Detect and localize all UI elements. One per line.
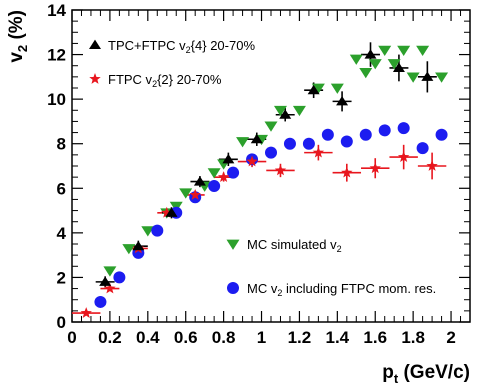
tpc-ftpc-v24-point <box>307 84 320 95</box>
mc-simulated-point <box>141 226 155 237</box>
ftpc-v22-point <box>426 160 438 171</box>
y-tick-label: 2 <box>57 268 66 287</box>
mc-simulated-point <box>122 244 136 255</box>
tpc-ftpc-v24-point <box>364 49 377 59</box>
legend-label-tpc-ftpc: TPC+FTPC v2{4} 20-70% <box>108 38 255 55</box>
mc-ftpc-res-point <box>435 128 448 141</box>
mc-simulated-point <box>236 137 250 148</box>
x-tick-label: 0.6 <box>174 328 198 347</box>
legend-marker-mc-ftpc-res <box>227 282 239 294</box>
tpc-ftpc-v24-point <box>392 62 405 72</box>
mc-simulated-point <box>179 188 193 199</box>
y-tick-label: 8 <box>57 135 66 154</box>
mc-ftpc-res-point <box>208 180 221 193</box>
y-tick-label: 14 <box>47 1 66 20</box>
mc-ftpc-res-point <box>302 137 315 150</box>
x-tick-label: 2 <box>446 328 455 347</box>
tpc-ftpc-v24-point <box>336 95 349 106</box>
mc-ftpc-res-point <box>340 135 353 148</box>
mc-ftpc-res-point <box>151 224 164 237</box>
mc-ftpc-res-point <box>227 166 240 179</box>
ftpc-v22-point <box>161 206 173 218</box>
legend-marker-ftpc <box>89 73 101 84</box>
y-axis-title: v2 (%) <box>6 10 30 63</box>
y-tick-label: 6 <box>57 179 66 198</box>
x-tick-label: 1.2 <box>288 328 312 347</box>
x-tick-label: 0 <box>67 328 76 347</box>
mc-simulated-point <box>349 54 363 65</box>
ftpc-v22-point <box>217 171 230 182</box>
mc-simulated-point <box>311 83 325 94</box>
mc-ftpc-res-point <box>321 128 334 141</box>
mc-ftpc-res-point <box>359 128 372 141</box>
ftpc-v22-point <box>246 155 258 167</box>
legend-label-ftpc: FTPC v2{2} 20-70% <box>108 72 222 89</box>
y-tick-label: 12 <box>47 46 66 65</box>
mc-simulated-point <box>103 266 117 277</box>
mc-simulated-point <box>273 105 287 117</box>
x-tick-label: 0.4 <box>136 328 160 347</box>
tpc-ftpc-v24-point <box>279 109 292 119</box>
legend: TPC+FTPC v2{4} 20-70% FTPC v2{2} 20-70% MC… <box>89 38 436 298</box>
ftpc-v22-point <box>312 146 325 158</box>
y-tick-label: 0 <box>57 313 66 332</box>
x-tick-label: 1.6 <box>363 328 387 347</box>
tpc-ftpc-v24-point <box>99 276 112 286</box>
axis-ticks <box>71 9 471 323</box>
plot-frame <box>71 9 471 323</box>
tpc-ftpc-v24-point <box>193 176 206 186</box>
legend-marker-tpc-ftpc <box>89 39 101 50</box>
tpc-ftpc-v24-point <box>132 240 145 251</box>
mc-simulated-point <box>397 45 411 56</box>
tpc-ftpc-v24-point <box>421 71 434 81</box>
mc-simulated-point <box>406 72 420 83</box>
x-axis-title: pt (GeV/c) <box>382 362 470 386</box>
data-markers <box>80 45 449 318</box>
x-tick-label: 0.2 <box>98 328 122 347</box>
legend-label-mc-ftpc-res: MC v2 including FTPC mom. res. <box>247 281 436 298</box>
x-tick-label: 1.4 <box>326 328 350 347</box>
plot-border <box>71 9 471 323</box>
y-tick-label: 4 <box>57 224 67 243</box>
mc-simulated-point <box>416 45 430 56</box>
ftpc-v22-point <box>189 188 201 200</box>
ftpc-v22-point <box>104 282 116 294</box>
ftpc-v22-point <box>274 164 287 176</box>
mc-simulated-point <box>292 105 306 117</box>
tpc-ftpc-v24-point <box>250 133 263 144</box>
ftpc-v22-point <box>397 151 410 162</box>
mc-ftpc-res-point <box>265 146 277 159</box>
axis-titles: pt (GeV/c) v2 (%) <box>6 10 470 386</box>
tick-labels: 0 0.2 0.4 0.6 0.8 1 1.2 1.4 1.6 1.8 2 0 2 4 6 8 10 12 14 <box>47 1 456 347</box>
x-tick-label: 0.8 <box>212 328 236 347</box>
mc-ftpc-res-point <box>397 122 410 135</box>
mc-simulated-point <box>264 121 278 132</box>
mc-ftpc-res-point <box>113 271 126 284</box>
mc-ftpc-res-point <box>378 124 391 137</box>
x-tick-label: 1.8 <box>401 328 425 347</box>
ftpc-v22-point <box>341 166 353 178</box>
mc-ftpc-res-point <box>416 142 429 155</box>
ftpc-v22-point <box>369 162 381 174</box>
legend-marker-mc-simulated <box>226 239 240 250</box>
legend-label-mc-simulated: MC simulated v2 <box>247 237 342 254</box>
ftpc-v22-point <box>80 307 92 318</box>
mc-simulated-point <box>359 68 373 79</box>
x-tick-label: 1 <box>257 328 266 347</box>
mc-simulated-point <box>387 59 401 70</box>
mc-simulated-point <box>378 45 392 56</box>
mc-simulated-point <box>207 168 221 179</box>
tpc-ftpc-v24-point <box>165 207 178 217</box>
mc-ftpc-res-point <box>94 295 107 308</box>
y-tick-label: 10 <box>47 90 66 109</box>
mc-simulated-point <box>368 59 382 70</box>
mc-simulated-point <box>330 83 344 94</box>
mc-simulated-point <box>435 72 449 83</box>
tpc-ftpc-v24-point <box>222 153 235 164</box>
mc-ftpc-res-point <box>283 137 296 150</box>
